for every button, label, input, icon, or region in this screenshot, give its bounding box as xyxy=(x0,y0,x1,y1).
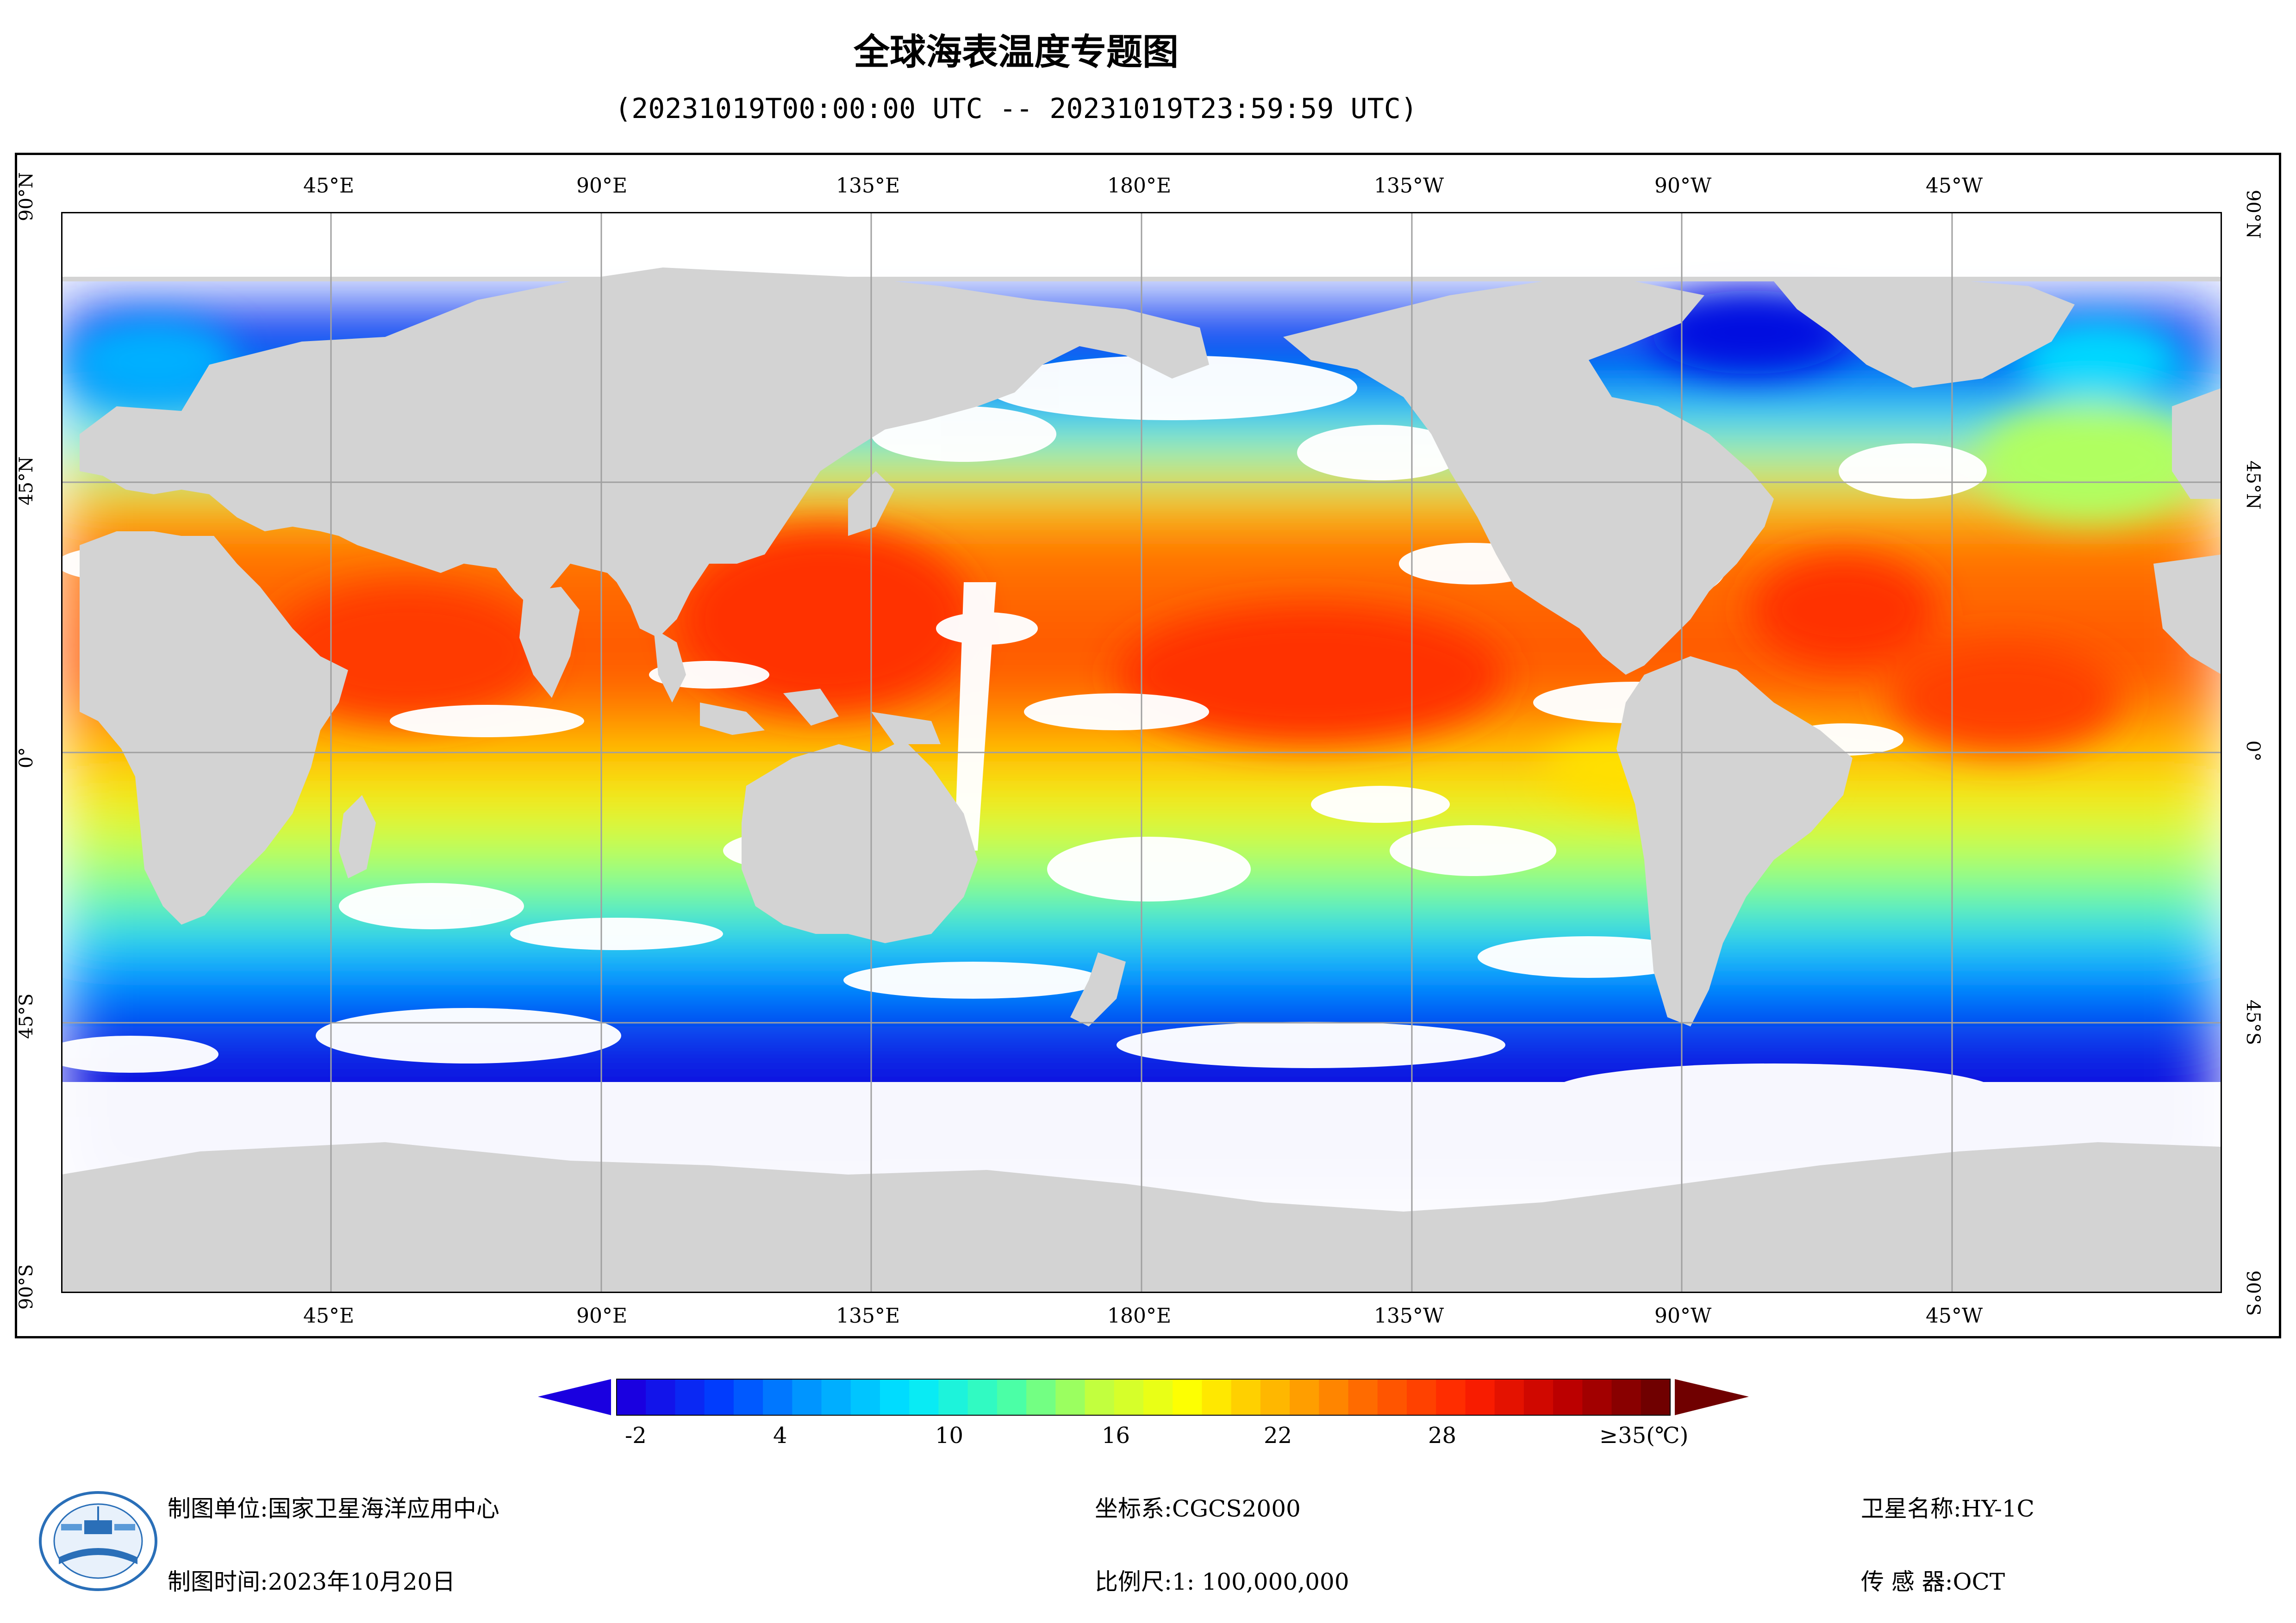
colorbar-cell xyxy=(792,1379,822,1415)
colorbar-tick-label: -2 xyxy=(625,1423,647,1449)
colorbar-cell xyxy=(1143,1379,1173,1415)
colorbar-cell xyxy=(1494,1379,1524,1415)
map-title: 全球海表温度专题图 xyxy=(853,31,1179,73)
colorbar-cell xyxy=(1260,1379,1290,1415)
colorbar-cell xyxy=(850,1379,880,1415)
bottom-lon-label: 45°E xyxy=(303,1304,355,1328)
colorbar-cell xyxy=(938,1379,968,1415)
colorbar-cell xyxy=(880,1379,910,1415)
left-lat-label: 45°N xyxy=(16,456,37,505)
colorbar-tick-label: 4 xyxy=(773,1423,787,1449)
colorbar-cell xyxy=(909,1379,939,1415)
bottom-lon-label: 90°W xyxy=(1654,1304,1712,1328)
bottom-lon-label: 135°W xyxy=(1374,1304,1444,1328)
sst-colorbar xyxy=(538,1379,1749,1416)
right-lat-label: 0° xyxy=(2242,740,2264,762)
sensor-value: OCT xyxy=(1953,1568,2005,1595)
colorbar-cell xyxy=(1436,1379,1466,1415)
colorbar-cells xyxy=(616,1379,1671,1416)
producer-value: 国家卫星海洋应用中心 xyxy=(268,1495,499,1522)
top-lon-label: 180°E xyxy=(1107,174,1172,198)
colorbar-tick-label: 28 xyxy=(1428,1423,1457,1449)
scale-label: 比例尺: xyxy=(1095,1568,1172,1595)
colorbar-cell xyxy=(967,1379,998,1415)
left-lat-label: 45°S xyxy=(16,993,37,1039)
colorbar-tick-label: ≥35(℃) xyxy=(1599,1423,1689,1449)
colorbar-tick-label: 22 xyxy=(1264,1423,1292,1449)
colorbar-cell xyxy=(1202,1379,1232,1415)
colorbar-border xyxy=(616,1379,1671,1416)
colorbar-tick-label: 16 xyxy=(1102,1423,1130,1449)
colorbar-cell xyxy=(1523,1379,1554,1415)
satellite-label: 卫星名称: xyxy=(1861,1495,1961,1522)
sensor-info: 传 感 器:OCT xyxy=(1861,1563,2005,1597)
colorbar-cell xyxy=(997,1379,1027,1415)
top-lon-label: 135°W xyxy=(1374,174,1444,198)
production-date-label: 制图时间: xyxy=(168,1568,268,1595)
colorbar-cell xyxy=(617,1379,646,1415)
producer-info: 制图单位:国家卫星海洋应用中心 xyxy=(168,1490,499,1524)
colorbar-cell xyxy=(1290,1379,1319,1415)
colorbar-cell xyxy=(1055,1379,1086,1415)
bottom-lon-label: 180°E xyxy=(1107,1304,1172,1328)
crs-label: 坐标系: xyxy=(1095,1495,1172,1522)
colorbar-cell xyxy=(1465,1379,1495,1415)
colorbar-cell xyxy=(1319,1379,1349,1415)
production-date-info: 制图时间:2023年10月20日 xyxy=(168,1563,455,1597)
sst-field xyxy=(61,212,2222,1293)
right-lat-label: 90°N xyxy=(2242,190,2264,239)
colorbar-cell xyxy=(1641,1379,1671,1415)
map-frame xyxy=(15,153,2281,1338)
crs-value: CGCS2000 xyxy=(1172,1495,1301,1522)
right-lat-label: 45°N xyxy=(2242,460,2264,510)
sst-map xyxy=(61,212,2222,1293)
bottom-lon-label: 90°E xyxy=(576,1304,628,1328)
scale-info: 比例尺:1: 100,000,000 xyxy=(1095,1563,1349,1597)
colorbar-cell xyxy=(733,1379,763,1415)
colorbar-cell xyxy=(646,1379,675,1415)
right-lat-label: 45°S xyxy=(2242,1000,2264,1045)
left-lat-label: 90°S xyxy=(16,1264,37,1310)
colorbar-cell xyxy=(1231,1379,1261,1415)
colorbar-cell xyxy=(1407,1379,1436,1415)
colorbar-cell xyxy=(1026,1379,1056,1415)
top-lon-label: 90°E xyxy=(576,174,628,198)
satellite-info: 卫星名称:HY-1C xyxy=(1861,1490,2034,1524)
colorbar-tick-label: 10 xyxy=(935,1423,964,1449)
colorbar-low-arrow xyxy=(538,1379,611,1415)
bottom-lon-label: 135°E xyxy=(836,1304,900,1328)
left-lat-label: 0° xyxy=(16,747,37,768)
colorbar-cell xyxy=(821,1379,851,1415)
colorbar-cell xyxy=(1553,1379,1583,1415)
production-date-value: 2023年10月20日 xyxy=(268,1568,455,1595)
bottom-lon-label: 45°W xyxy=(1926,1304,1983,1328)
colorbar-cell xyxy=(1085,1379,1115,1415)
right-lat-label: 90°S xyxy=(2242,1270,2264,1316)
crs-info: 坐标系:CGCS2000 xyxy=(1095,1490,1301,1524)
scale-value: 1: 100,000,000 xyxy=(1172,1568,1349,1595)
colorbar-cell xyxy=(1348,1379,1378,1415)
satellite-value: HY-1C xyxy=(1961,1495,2034,1522)
sensor-label: 传 感 器: xyxy=(1861,1568,1953,1595)
top-lon-label: 45°W xyxy=(1926,174,1983,198)
nsoas-logo-icon xyxy=(39,1491,157,1591)
colorbar-cell xyxy=(1611,1379,1641,1415)
top-lon-label: 90°W xyxy=(1654,174,1712,198)
colorbar-cell xyxy=(763,1379,792,1415)
top-lon-label: 135°E xyxy=(836,174,900,198)
left-lat-label: 90°N xyxy=(16,172,37,221)
time-range: (20231019T00:00:00 UTC -- 20231019T23:59… xyxy=(615,93,1417,125)
colorbar-cell xyxy=(1582,1379,1612,1415)
colorbar-cell xyxy=(1377,1379,1407,1415)
colorbar-high-arrow xyxy=(1675,1379,1749,1415)
colorbar-cell xyxy=(675,1379,705,1415)
producer-label: 制图单位: xyxy=(168,1495,268,1522)
graticule xyxy=(61,212,2222,1293)
top-lon-label: 45°E xyxy=(303,174,355,198)
colorbar-cell xyxy=(704,1379,734,1415)
colorbar-cell xyxy=(1173,1379,1202,1415)
colorbar-cell xyxy=(1114,1379,1144,1415)
